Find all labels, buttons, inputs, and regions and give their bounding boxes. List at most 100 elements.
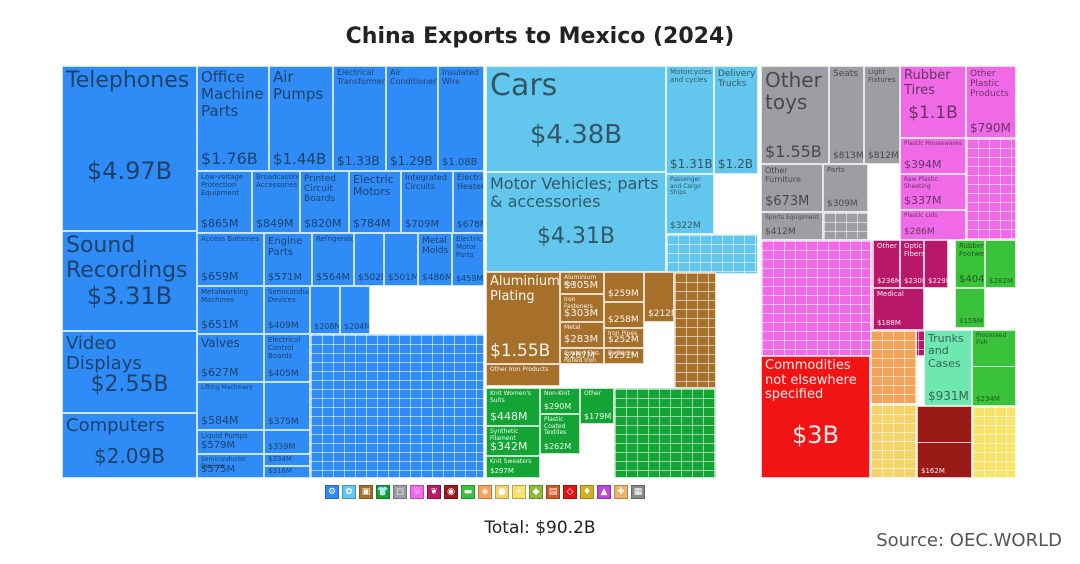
cell-value: $188M bbox=[877, 319, 901, 327]
treemap-cell bbox=[966, 138, 1016, 240]
box-icon[interactable]: ▣ bbox=[359, 485, 373, 499]
cell-value: $501M bbox=[388, 273, 418, 283]
treemap-cell: Metalworking Machines $651M bbox=[197, 286, 264, 334]
treemap-cell: $334M bbox=[264, 454, 310, 466]
total-label: Total: $90.2B bbox=[484, 518, 596, 538]
treemap-cell: Plastic Housewares $394M bbox=[900, 138, 966, 174]
cell-label: Iron Fasteners bbox=[564, 296, 593, 310]
diamond-icon[interactable]: ◇ bbox=[563, 485, 577, 499]
cell-label: Delivery Trucks bbox=[718, 69, 756, 90]
wheel-icon[interactable]: ◉ bbox=[444, 485, 458, 499]
cell-value: $673M bbox=[765, 194, 810, 209]
cell-value: $405M bbox=[268, 369, 299, 379]
treemap-cell: $234M bbox=[972, 366, 1016, 406]
gem-icon[interactable]: ♦ bbox=[580, 485, 594, 499]
cell-label: Office Machine Parts bbox=[201, 68, 264, 120]
cell-label: Commodities not elsewhere specified bbox=[765, 358, 857, 403]
treemap-cell: Aluminium Foil $305M bbox=[560, 272, 604, 294]
cell-label: Metal bbox=[564, 324, 581, 331]
cell-value: $230M bbox=[904, 277, 923, 285]
treemap-cell: $339M bbox=[264, 430, 310, 454]
cell-value: $236M bbox=[877, 277, 900, 285]
cell-label: Integrated Circuits bbox=[405, 173, 447, 191]
cell-label: Engine Parts bbox=[268, 236, 303, 259]
cell-value: $1.33B bbox=[337, 154, 380, 168]
cell-value: $865M bbox=[201, 217, 239, 230]
cell-label: Knit Women's Suits bbox=[490, 390, 532, 404]
treemap-cell bbox=[870, 330, 917, 404]
treemap-cell: Low-voltage Protection Equipment $865M bbox=[197, 171, 252, 233]
cell-label: Passenger and Cargo Ships bbox=[670, 176, 701, 197]
cell-label: Broadcasting Accessories bbox=[256, 173, 300, 189]
cell-value: $394M bbox=[904, 158, 942, 171]
cell-label: Other toys bbox=[765, 68, 822, 115]
treemap-cell: Valves $627M bbox=[197, 334, 264, 382]
scroll-icon[interactable]: ▤ bbox=[546, 485, 560, 499]
treemap-cell: Air Conditioners $1.29B bbox=[386, 66, 438, 171]
cell-label: Optical Fibers bbox=[904, 242, 924, 258]
bottle-icon[interactable]: ❦ bbox=[427, 485, 441, 499]
treemap-cell: $375M bbox=[264, 382, 310, 430]
film-icon[interactable]: ▦ bbox=[631, 485, 645, 499]
treemap-cell: $282M bbox=[985, 240, 1016, 288]
cell-value: $678M bbox=[457, 220, 483, 230]
grain-icon[interactable]: ✦ bbox=[512, 485, 526, 499]
cube-icon[interactable]: ◻ bbox=[393, 485, 407, 499]
treemap-cell: Synthetic Filament $342M bbox=[486, 426, 540, 456]
treemap-cell: Motorcycles and cycles $1.31B bbox=[666, 66, 714, 174]
treemap-cell: Other Furniture $673M bbox=[761, 164, 823, 212]
treemap-cell: Medical $188M bbox=[873, 288, 924, 330]
cell-value: $931M bbox=[928, 389, 969, 403]
cell-value: $212M bbox=[648, 309, 673, 319]
cell-label: Rubber Tires bbox=[904, 68, 951, 98]
cell-value: $2.55B bbox=[90, 372, 169, 397]
chart-title: China Exports to Mexico (2024) bbox=[345, 24, 735, 49]
seal-icon[interactable]: ● bbox=[495, 485, 509, 499]
tool-icon[interactable]: ◆ bbox=[529, 485, 543, 499]
cell-value: $305M bbox=[564, 280, 599, 291]
shirt-icon[interactable]: 👕 bbox=[376, 485, 390, 499]
cell-label: Padlocks bbox=[608, 350, 635, 357]
cell-value: $812M bbox=[868, 151, 899, 161]
cell-label: Electric Heaters bbox=[457, 173, 484, 191]
treemap-cell: Passenger and Cargo Ships $322M bbox=[666, 174, 714, 234]
treemap-cell: Light Fixtures $812M bbox=[864, 66, 900, 164]
cell-label: Air Conditioners bbox=[390, 68, 438, 86]
treemap-cell bbox=[870, 404, 917, 478]
tree-icon[interactable]: ✚ bbox=[614, 485, 628, 499]
treemap-cell: Broadcasting Accessories $849M bbox=[252, 171, 300, 233]
treemap-cell: Metal Molds $486M bbox=[418, 233, 452, 286]
cell-label: Telephones bbox=[66, 68, 190, 93]
boot-icon[interactable]: ▲ bbox=[597, 485, 611, 499]
cell-value: $571M bbox=[268, 272, 303, 283]
cell-value: $316M bbox=[268, 467, 292, 475]
cell-value: $709M bbox=[405, 219, 440, 230]
cell-value: $267M bbox=[564, 351, 595, 361]
car-icon[interactable]: ▬ bbox=[461, 485, 475, 499]
cell-label: Video Displays bbox=[66, 333, 142, 375]
treemap-cell: Plastic Coated Textiles $262M bbox=[540, 414, 580, 454]
treemap-cell: Optical Fibers $230M bbox=[900, 240, 924, 288]
cell-value: $502M bbox=[358, 273, 383, 283]
cell-value: $262M bbox=[544, 442, 572, 451]
cell-label: Light Fixtures bbox=[868, 68, 896, 84]
treemap-cell: $204M bbox=[340, 286, 370, 334]
cell-label: Liquid Pumps bbox=[201, 432, 248, 440]
treemap-cell: $502M bbox=[354, 233, 384, 286]
treemap-cell: Electrical Control Boards $405M bbox=[264, 334, 310, 382]
flask-icon[interactable]: ♧ bbox=[410, 485, 424, 499]
cell-value: $4.97B bbox=[86, 157, 173, 185]
treemap-cell: Computers $2.09B bbox=[62, 413, 197, 478]
cell-label: Processed Fish bbox=[976, 332, 1007, 346]
dress-icon[interactable]: ◈ bbox=[478, 485, 492, 499]
cell-value: $790M bbox=[970, 121, 1011, 135]
treemap-cell: $212M bbox=[644, 272, 674, 322]
gear-icon[interactable]: ⚙ bbox=[325, 485, 339, 499]
treemap-cell bbox=[761, 240, 871, 356]
leaf-icon[interactable]: ✿ bbox=[342, 485, 356, 499]
cell-value: $283M bbox=[564, 334, 599, 345]
treemap-cell bbox=[666, 234, 758, 274]
cell-value: $303M bbox=[564, 308, 599, 319]
cell-label: Computers bbox=[66, 415, 165, 436]
